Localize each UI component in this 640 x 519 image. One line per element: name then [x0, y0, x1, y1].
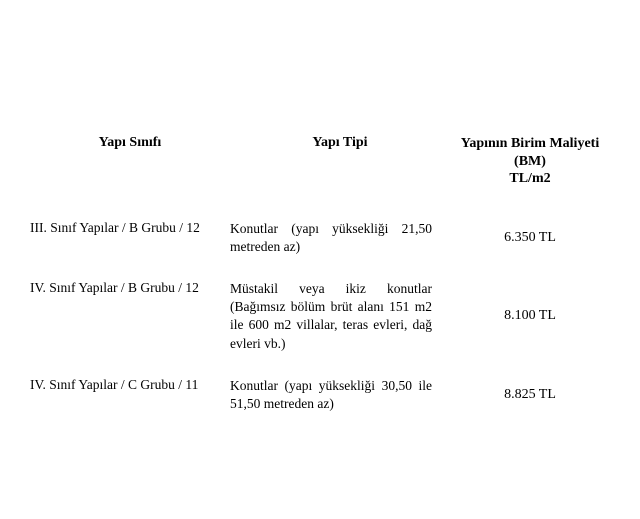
table-row: IV. Sınıf Yapılar / B Grubu / 12 Müstaki… [30, 268, 610, 365]
col-header-cost-line1: Yapının Birim Maliyeti (BM) [461, 136, 599, 169]
cell-cost: 6.350 TL [450, 208, 610, 268]
col-header-cost: Yapının Birim Maliyeti (BM) TL/m2 [450, 135, 610, 208]
table-row: III. Sınıf Yapılar / B Grubu / 12 Konutl… [30, 208, 610, 268]
col-header-type: Yapı Tipi [230, 135, 450, 208]
cell-class: IV. Sınıf Yapılar / C Grubu / 11 [30, 365, 230, 425]
document-page: Yapı Sınıfı Yapı Tipi Yapının Birim Mali… [0, 0, 640, 425]
table-row: IV. Sınıf Yapılar / C Grubu / 11 Konutla… [30, 365, 610, 425]
cell-class: III. Sınıf Yapılar / B Grubu / 12 [30, 208, 230, 268]
cell-cost: 8.825 TL [450, 365, 610, 425]
table-header-row: Yapı Sınıfı Yapı Tipi Yapının Birim Mali… [30, 135, 610, 208]
cell-type: Müstakil veya ikiz konutlar (Bağımsız bö… [230, 268, 450, 365]
cell-class: IV. Sınıf Yapılar / B Grubu / 12 [30, 268, 230, 365]
cost-table: Yapı Sınıfı Yapı Tipi Yapının Birim Mali… [30, 135, 610, 425]
col-header-cost-line2: TL/m2 [509, 171, 550, 186]
cell-cost: 8.100 TL [450, 268, 610, 365]
cell-type: Konutlar (yapı yüksekliği 21,50 metreden… [230, 208, 450, 268]
cell-type: Konutlar (yapı yüksekliği 30,50 ile 51,5… [230, 365, 450, 425]
col-header-class: Yapı Sınıfı [30, 135, 230, 208]
